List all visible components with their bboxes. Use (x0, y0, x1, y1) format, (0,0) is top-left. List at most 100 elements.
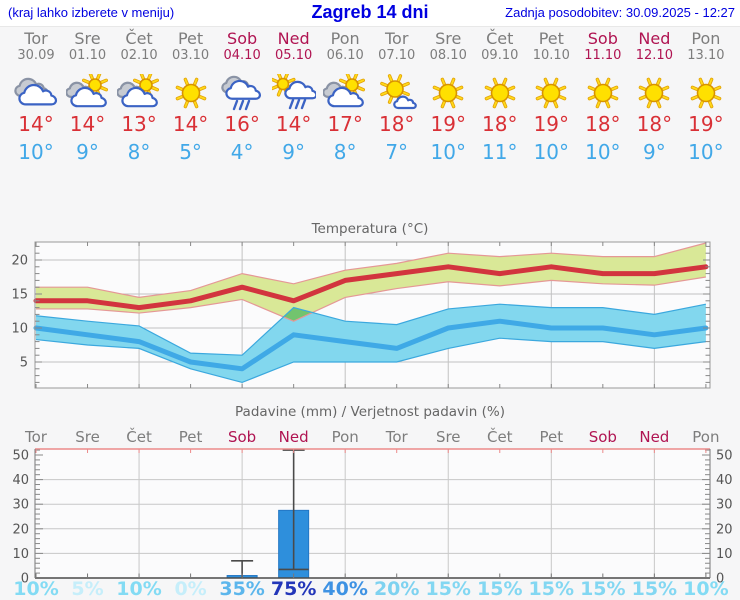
svg-text:10: 10 (716, 547, 733, 562)
precip-probability: 5% (71, 578, 104, 600)
gridlines (35, 242, 710, 388)
min-temp: 10° (688, 140, 724, 164)
day-column: Tor 07.10 18° 7° (371, 30, 423, 170)
max-temp: 16° (224, 112, 260, 136)
min-temp: 8° (127, 140, 151, 164)
day-name: Pon (691, 29, 721, 48)
day-label: Sob (227, 428, 257, 446)
day-label: Ned (639, 428, 670, 446)
day-name: Sre (74, 29, 101, 48)
y-axis (35, 242, 710, 388)
min-temp: 10° (430, 140, 466, 164)
location-hint: (kraj lahko izberete v meniju) (8, 5, 175, 20)
day-column: Čet 02.10 13° 8° (113, 30, 165, 170)
max-temp: 18° (482, 112, 518, 136)
day-date: 13.10 (687, 48, 725, 63)
day-date: 02.10 (120, 48, 158, 63)
max-temp: 18° (378, 112, 415, 136)
partly-cloudy-icon (323, 74, 367, 112)
day-date: 08.10 (429, 48, 467, 63)
day-date: 12.10 (635, 48, 673, 63)
max-temp: 19° (533, 112, 570, 136)
day-name: Sre (435, 29, 462, 48)
min-temp: 7° (385, 140, 409, 164)
day-column: Ned 12.10 18° 9° (628, 30, 680, 170)
max-temp: 18° (585, 112, 621, 136)
day-date: 10.10 (532, 48, 570, 63)
day-name: Ned (277, 29, 310, 48)
sunny-icon (169, 74, 213, 112)
partly-cloudy-icon (117, 74, 161, 112)
precip-probability: 15% (477, 578, 523, 600)
day-date: 05.10 (275, 48, 313, 63)
max-temp: 14° (275, 112, 312, 136)
day-column: Sob 04.10 16° 4° (216, 30, 268, 170)
day-label: Sre (75, 428, 100, 446)
min-temp: 8° (333, 140, 357, 164)
precip-probability: 20% (373, 578, 420, 600)
max-temp: 19° (688, 112, 724, 136)
day-label: Pet (178, 428, 203, 446)
day-name: Sob (227, 29, 258, 48)
page-title: Zagreb 14 dni (311, 2, 429, 22)
min-temp: 9° (642, 140, 666, 164)
max-temp: 19° (430, 112, 466, 136)
day-label: Ned (278, 428, 309, 446)
precip-probability: 15% (580, 578, 626, 600)
svg-text:30: 30 (716, 498, 733, 513)
precip-probability: 10% (13, 578, 59, 600)
mostly-sunny-icon (375, 74, 419, 112)
day-date: 09.10 (481, 48, 519, 63)
svg-text:0: 0 (21, 572, 29, 587)
sunny-icon (426, 74, 470, 112)
day-column: Sre 01.10 14° 9° (62, 30, 114, 170)
day-column: Sob 11.10 18° 10° (577, 30, 629, 170)
precip-probability: 15% (425, 578, 471, 600)
precip-probability: 0% (174, 578, 207, 600)
svg-text:20: 20 (12, 522, 29, 537)
day-name: Sob (587, 29, 618, 48)
min-temp-line (33, 318, 709, 372)
sunny-icon (632, 74, 676, 112)
day-name: Tor (24, 29, 48, 48)
svg-text:50: 50 (12, 449, 29, 464)
svg-text:20: 20 (11, 254, 28, 269)
day-label: Pon (692, 428, 720, 446)
min-temp: 9° (76, 140, 99, 164)
day-label: Pet (539, 428, 564, 446)
min-temp: 4° (230, 140, 254, 164)
max-temp: 14° (69, 112, 106, 136)
svg-text:40: 40 (716, 473, 733, 488)
day-label: Čet (486, 428, 513, 446)
day-date: 03.10 (171, 48, 210, 63)
precipitation-chart-title: Padavine (mm) / Verjetnost padavin (%) (235, 404, 505, 420)
min-temp: 11° (482, 140, 518, 164)
svg-text:50: 50 (716, 449, 733, 464)
svg-text:15: 15 (11, 288, 28, 303)
max-temp: 14° (172, 112, 209, 136)
min-temp: 10° (18, 140, 54, 164)
partly-cloudy-icon (65, 74, 110, 112)
day-date: 01.10 (68, 48, 107, 63)
sunny-icon (478, 74, 522, 112)
svg-text:30: 30 (12, 498, 29, 513)
day-label: Sob (588, 428, 617, 446)
day-name: Čet (125, 29, 153, 48)
page-header: (kraj lahko izberete v meniju) Zagreb 14… (0, 0, 740, 27)
max-temp: 18° (636, 112, 673, 136)
day-column: Ned 05.10 14° 9° (268, 30, 320, 170)
sunny-icon (581, 74, 625, 112)
sunny-icon (684, 74, 728, 112)
day-date: 30.09 (17, 48, 55, 63)
precipitation-chart: 0 0 10 10 20 20 30 30 40 40 50 50 (12, 448, 733, 587)
sun-rain-icon (271, 74, 316, 112)
precip-probability: 10% (116, 578, 162, 600)
day-column: Sre 08.10 19° 10° (422, 30, 474, 170)
day-column: Pet 03.10 14° 5° (165, 30, 217, 170)
precip-probability: 40% (322, 578, 368, 600)
day-name: Pet (177, 29, 204, 48)
svg-text:40: 40 (12, 473, 29, 488)
day-column: Tor 30.09 14° 10° (10, 30, 62, 170)
sunny-icon (529, 74, 573, 112)
